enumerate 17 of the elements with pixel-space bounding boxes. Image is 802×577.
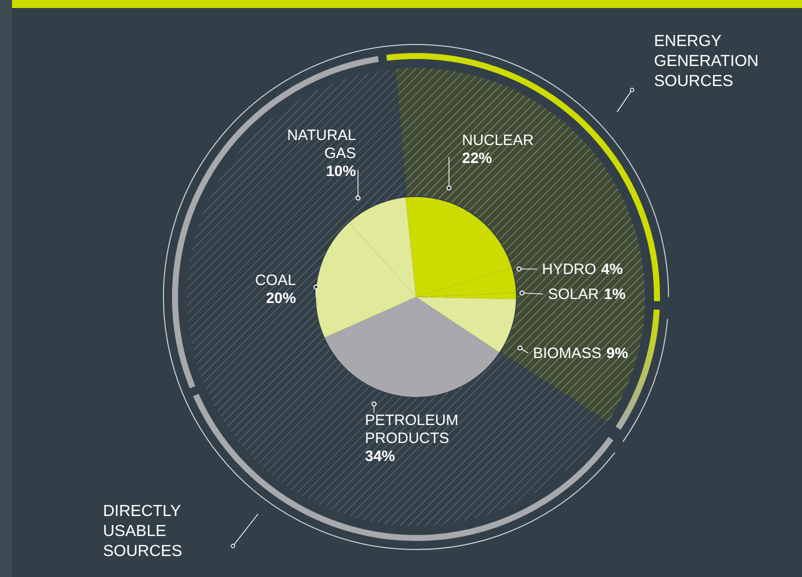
data-label: 9% [606, 345, 628, 362]
data-label: 1% [604, 286, 626, 303]
slice-label: HYDRO [542, 261, 596, 278]
data-label: 34% [365, 448, 396, 465]
data-label: 10% [326, 163, 356, 180]
slice-label: SOLAR [548, 286, 599, 303]
data-label: 20% [266, 290, 296, 307]
data-label: 22% [462, 150, 492, 167]
slice-label: COAL [255, 272, 296, 289]
slice-label: NUCLEAR [462, 132, 534, 149]
text: DIRECTLY USABLE SOURCES [103, 503, 182, 560]
data-label: 4% [601, 261, 623, 278]
pie-slice [324, 297, 500, 397]
slice-label: BIOMASS [533, 345, 602, 362]
slice-label: NATURAL GAS [287, 127, 356, 162]
slice-label: PETROLEUM PRODUCTS [365, 412, 458, 447]
text: ENERGY GENERATION SOURCES [654, 33, 759, 90]
